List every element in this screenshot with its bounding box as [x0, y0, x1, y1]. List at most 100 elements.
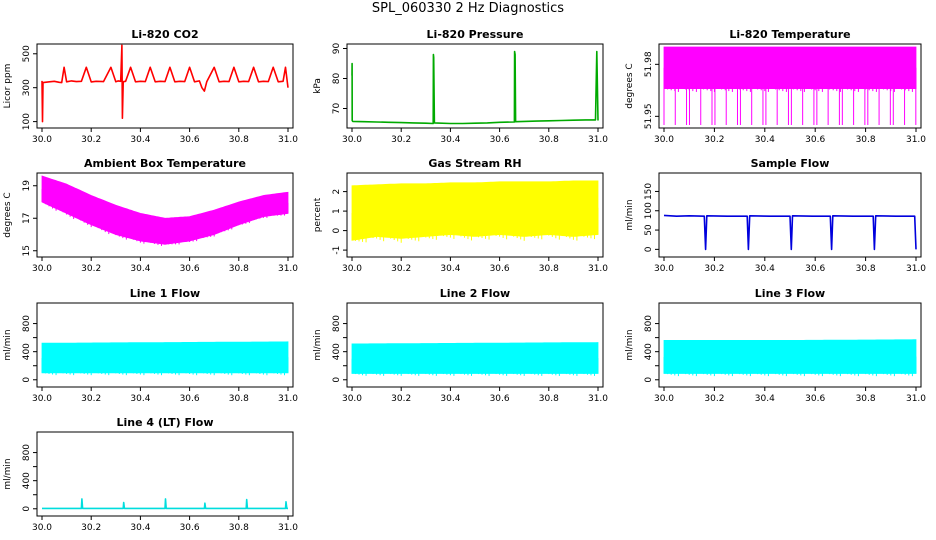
data-layer — [351, 50, 599, 125]
plot-frame — [658, 172, 922, 258]
x-tick-label: 30.2 — [81, 394, 101, 404]
x-tick-label: 30.0 — [654, 394, 674, 404]
x-tick-label: 30.6 — [180, 523, 200, 533]
x-tick-label: 30.6 — [180, 264, 200, 274]
x-tick-label: 31.0 — [588, 135, 608, 145]
plot-frame — [36, 302, 294, 388]
x-tick-label: 30.0 — [342, 264, 362, 274]
x-tick-label: 30.8 — [229, 523, 249, 533]
x-tick-label: 30.6 — [805, 135, 825, 145]
data-line-pressure — [351, 50, 599, 125]
x-tick-label: 31.0 — [906, 264, 926, 274]
x-tick-label: 30.4 — [130, 394, 150, 404]
y-tick-label: 100 — [22, 113, 32, 130]
y-tick-label: 800 — [332, 315, 342, 332]
x-tick-label: 30.8 — [229, 264, 249, 274]
y-tick-label: 51.95 — [644, 103, 654, 129]
y-tick-label: 19 — [22, 180, 32, 192]
x-tick-label: 31.0 — [278, 394, 298, 404]
y-tick-label: 400 — [644, 343, 654, 360]
y-tick-label: 300 — [22, 79, 32, 96]
y-tick-label: 0 — [22, 377, 32, 383]
x-tick-label: 30.8 — [856, 394, 876, 404]
x-tick-label: 30.0 — [342, 135, 362, 145]
y-tick-label: 0 — [644, 246, 654, 252]
x-tick-label: 30.8 — [229, 135, 249, 145]
y-tick-label: 1 — [332, 208, 342, 214]
y-tick-label: 500 — [22, 45, 32, 62]
x-tick-label: 30.4 — [130, 523, 150, 533]
y-axis-label: Licor ppm — [3, 64, 13, 109]
data-line-flow — [663, 214, 917, 251]
y-tick-label: 0 — [332, 227, 342, 233]
y-tick-label: 51.98 — [644, 51, 654, 77]
x-tick-label: 30.4 — [755, 394, 775, 404]
y-tick-label: 400 — [332, 343, 342, 360]
x-tick-label: 30.2 — [81, 135, 101, 145]
plot-frame — [36, 431, 294, 517]
y-tick-label: 0 — [22, 506, 32, 512]
panel-p7: Line 1 Flow ml/min 30.0 30.2 30.4 30.6 30.8 31.… — [3, 287, 298, 404]
y-tick-label: 800 — [22, 315, 32, 332]
y-tick-label: 50 — [644, 224, 654, 236]
panel-title: Line 2 Flow — [440, 287, 510, 300]
panel-p10: Line 4 (LT) Flow ml/min 30.0 30.2 30.4 30.6 30… — [3, 416, 298, 533]
plot-frame — [658, 43, 922, 129]
y-axis-label: kPa — [313, 78, 323, 94]
x-tick-label: 30.2 — [391, 264, 411, 274]
x-tick-label: 30.0 — [32, 264, 52, 274]
plot-frame — [36, 172, 294, 258]
panel-title: Li-820 Temperature — [729, 28, 850, 41]
panel-p4: Ambient Box Temperature degrees C 30.0 30.2… — [3, 157, 298, 274]
plot-frame — [36, 43, 294, 129]
x-tick-label: 30.8 — [539, 135, 559, 145]
x-tick-label: 30.4 — [130, 264, 150, 274]
x-tick-label: 30.6 — [180, 394, 200, 404]
x-tick-label: 30.6 — [490, 394, 510, 404]
x-tick-label: 30.4 — [440, 394, 460, 404]
x-tick-label: 31.0 — [906, 135, 926, 145]
x-tick-label: 30.4 — [440, 264, 460, 274]
x-tick-label: 30.2 — [81, 523, 101, 533]
x-tick-label: 30.0 — [32, 523, 52, 533]
panel-title: Gas Stream RH — [428, 157, 521, 170]
x-tick-label: 30.6 — [490, 264, 510, 274]
y-axis-label: ml/min — [313, 329, 323, 360]
x-tick-label: 30.6 — [805, 394, 825, 404]
data-layer — [663, 214, 917, 251]
y-tick-label: 90 — [332, 43, 342, 55]
data-layer — [663, 46, 917, 125]
x-tick-label: 30.8 — [539, 394, 559, 404]
panel-p6: Sample Flow ml/min 30.0 30.2 30.4 30.6 30.8 31.… — [625, 157, 926, 274]
x-tick-label: 30.0 — [654, 135, 674, 145]
x-tick-label: 31.0 — [278, 135, 298, 145]
plot-frame — [658, 302, 922, 388]
data-layer — [42, 498, 288, 510]
y-axis-label: ml/min — [625, 329, 635, 360]
y-tick-label: 100 — [644, 202, 654, 219]
x-tick-label: 30.6 — [180, 135, 200, 145]
plot-frame — [346, 302, 604, 388]
data-layer — [351, 342, 599, 376]
y-axis-label: degrees C — [3, 192, 13, 237]
panel-p5: Gas Stream RH percent 30.0 30.2 30.4 30.6 30.8… — [313, 157, 608, 274]
data-layer — [41, 341, 289, 376]
y-tick-label: 70 — [332, 103, 342, 115]
x-tick-label: 31.0 — [278, 264, 298, 274]
x-tick-label: 30.2 — [391, 394, 411, 404]
panel-title: Li-820 CO2 — [131, 28, 198, 41]
y-axis-label: ml/min — [3, 458, 13, 489]
panel-title: Ambient Box Temperature — [84, 157, 246, 170]
y-axis-label: ml/min — [625, 199, 635, 230]
x-tick-label: 30.2 — [81, 264, 101, 274]
panel-title: Li-820 Pressure — [427, 28, 524, 41]
x-tick-label: 30.0 — [342, 394, 362, 404]
panel-p9: Line 3 Flow ml/min 30.0 30.2 30.4 30.6 30.8 31.… — [625, 287, 926, 404]
x-tick-label: 30.6 — [805, 264, 825, 274]
panel-p3: Li-820 Temperature degrees C 30.0 30.2 30.4 3… — [625, 28, 926, 145]
x-tick-label: 30.8 — [856, 264, 876, 274]
x-tick-label: 30.0 — [654, 264, 674, 274]
x-tick-label: 30.6 — [490, 135, 510, 145]
